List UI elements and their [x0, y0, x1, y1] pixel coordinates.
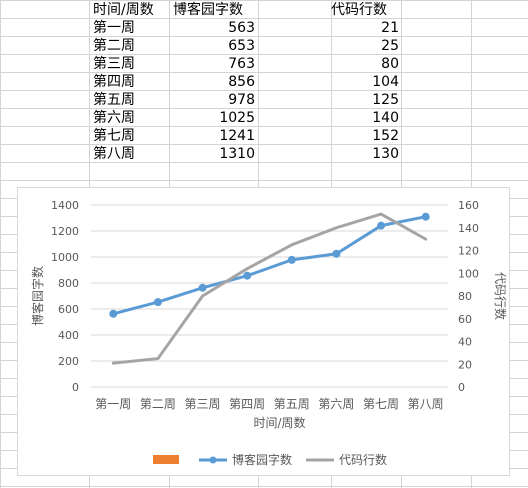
y-tick-label: 1000	[51, 251, 79, 264]
table-cell[interactable]: 653	[228, 38, 255, 54]
x-tick-label: 第五周	[274, 397, 310, 411]
y-tick-label: 1200	[51, 225, 79, 238]
legend-swatch-bar	[153, 455, 179, 464]
line-chart[interactable]: 0 200 400 600 800 1000 1200 1400 0 20 40 60 80 100 120…	[17, 187, 510, 476]
table-cell[interactable]: 第六周	[93, 110, 135, 126]
y-tick-label: 0	[72, 381, 79, 394]
y2-tick-label: 120	[458, 245, 479, 258]
series-point	[377, 221, 386, 230]
y-tick-label: 800	[58, 277, 79, 290]
table-cell[interactable]: 80	[381, 56, 399, 72]
table-cell[interactable]: 563	[228, 20, 255, 36]
table-cell[interactable]: 104	[372, 74, 399, 90]
table-cell[interactable]: 978	[228, 92, 255, 108]
table-cell[interactable]: 第七周	[93, 128, 135, 144]
table-cell[interactable]: 1310	[219, 146, 255, 162]
y-axis-title: 博客园字数	[30, 266, 45, 326]
x-tick-label: 第四周	[229, 397, 265, 411]
y2-tick-label: 40	[458, 336, 472, 349]
x-axis-title: 时间/周数	[253, 415, 305, 430]
y2-tick-label: 80	[458, 290, 472, 303]
y-tick-label: 200	[58, 355, 79, 368]
y2-tick-label: 0	[458, 381, 465, 394]
y2-tick-label: 140	[458, 222, 479, 235]
x-tick-label: 第三周	[185, 397, 221, 411]
table-cell[interactable]: 152	[372, 128, 399, 144]
series-point	[243, 271, 252, 280]
table-cell[interactable]: 第一周	[93, 20, 135, 36]
table-cell[interactable]: 856	[228, 74, 255, 90]
y-tick-label: 1400	[51, 199, 79, 212]
series-point	[421, 212, 430, 221]
table-cell[interactable]: 1241	[219, 128, 255, 144]
y2-axis-title: 代码行数	[493, 272, 508, 320]
legend-label: 博客园字数	[232, 452, 292, 467]
table-cell[interactable]: 140	[372, 110, 399, 126]
series-point	[287, 255, 296, 264]
chart-canvas: 0 200 400 600 800 1000 1200 1400 0 20 40 60 80 100 120…	[30, 199, 508, 467]
series-point	[332, 249, 341, 258]
table-header-cell[interactable]: 时间/周数	[93, 2, 154, 18]
x-tick-label: 第七周	[363, 397, 399, 411]
table-header-cell[interactable]: 代码行数	[331, 2, 387, 18]
table-cell[interactable]: 25	[381, 38, 399, 54]
y-tick-label: 600	[58, 303, 79, 316]
x-tick-label: 第一周	[95, 397, 131, 411]
series-line-blog-words	[111, 215, 428, 316]
table-cell[interactable]: 1025	[219, 110, 255, 126]
legend-swatch-marker	[209, 456, 217, 464]
y2-tick-label: 100	[458, 267, 479, 280]
series-line-code-lines	[111, 212, 428, 365]
table-cell[interactable]: 第四周	[93, 74, 135, 90]
table-cell[interactable]: 第二周	[93, 38, 135, 54]
series-point	[198, 283, 207, 292]
table-header-cell[interactable]: 博客园字数	[173, 2, 243, 18]
table-cell[interactable]: 第五周	[93, 92, 135, 108]
table-cell[interactable]: 130	[372, 146, 399, 162]
series-point	[109, 309, 118, 318]
series-point	[153, 298, 162, 307]
y2-tick-label: 160	[458, 199, 479, 212]
y2-tick-label: 60	[458, 313, 472, 326]
table-cell[interactable]: 763	[228, 56, 255, 72]
y2-tick-label: 20	[458, 358, 472, 371]
table-cell[interactable]: 第八周	[93, 146, 135, 162]
y-tick-label: 400	[58, 329, 79, 342]
table-cell[interactable]: 21	[381, 20, 399, 36]
legend-label: 代码行数	[339, 452, 387, 467]
x-tick-label: 第六周	[318, 397, 354, 411]
table-cell[interactable]: 第三周	[93, 56, 135, 72]
x-tick-label: 第八周	[408, 397, 444, 411]
x-tick-label: 第二周	[140, 397, 176, 411]
table-cell[interactable]: 125	[372, 92, 399, 108]
